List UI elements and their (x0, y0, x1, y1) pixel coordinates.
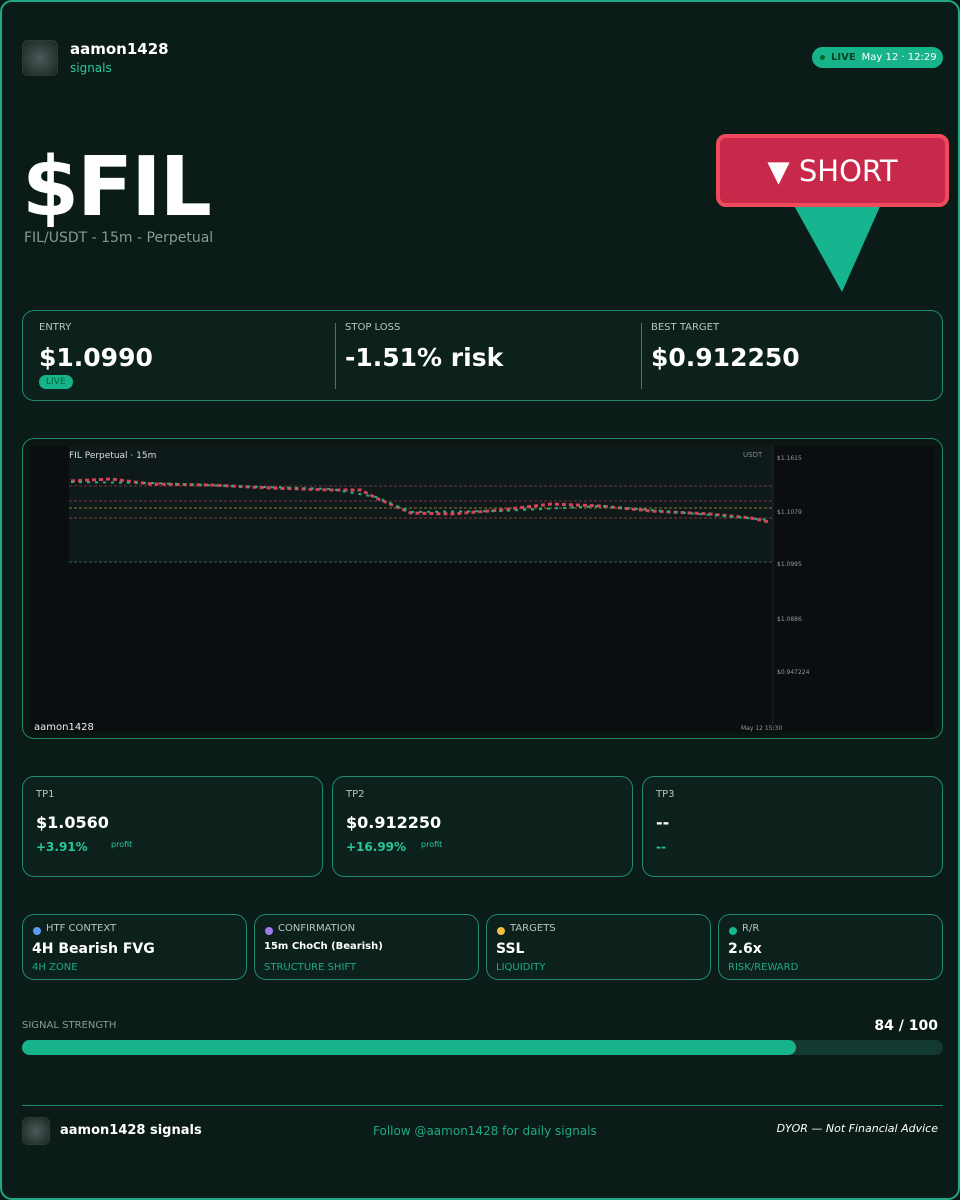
strength-fill (22, 1040, 796, 1055)
context-sub: RISK/REWARD (728, 962, 799, 973)
context-sub: 4H ZONE (32, 962, 78, 973)
context-card: CONFIRMATION 15m ChoCh (Bearish) STRUCTURE… (254, 914, 479, 980)
target-label: TP2 (346, 789, 365, 800)
context-dot (729, 927, 737, 935)
context-card: R/R 2.6x RISK/REWARD (718, 914, 943, 980)
context-value: 4H Bearish FVG (32, 941, 155, 957)
target-label: TP1 (36, 789, 55, 800)
stats-panel: ENTRY $1.0990 LIVE STOP LOSS -1.51% risk BEST… (22, 310, 943, 401)
username: aamon1428 (70, 40, 169, 58)
disclaimer: DYOR — Not Financial Advice (776, 1122, 938, 1135)
stat-label: STOP LOSS (345, 322, 401, 333)
context-label: CONFIRMATION (278, 923, 356, 934)
stat-label: ENTRY (39, 322, 72, 333)
target-note: profit (421, 840, 443, 849)
strength-track (22, 1040, 943, 1055)
context-label: HTF CONTEXT (46, 923, 117, 934)
context-value: 15m ChoCh (Bearish) (264, 941, 383, 952)
live-pill: LIVE May 12 · 12:29 (812, 47, 943, 68)
stat-value: $1.0990 (39, 343, 153, 372)
target-price: $1.0560 (36, 813, 109, 832)
target-change: +16.99% (346, 840, 407, 854)
target-change: +3.91% (36, 840, 88, 854)
context-value: 2.6x (728, 941, 762, 957)
price-label: $1.1079 (777, 509, 802, 516)
context-card: HTF CONTEXT 4H Bearish FVG 4H ZONE (22, 914, 247, 980)
chart-currency: USDT (743, 451, 763, 459)
stat-divider (641, 323, 642, 389)
strength-label: SIGNAL STRENGTH (22, 1020, 117, 1031)
pair: FIL/USDT - 15m - Perpetual (24, 230, 214, 246)
strength-score: 84 / 100 (874, 1018, 938, 1034)
price-label: $0.947224 (777, 669, 810, 676)
footer-cta[interactable]: Follow @aamon1428 for daily signals (373, 1124, 597, 1138)
context-value: SSL (496, 941, 525, 957)
subtitle: signals (70, 61, 112, 75)
target-change: -- (656, 840, 666, 854)
live-text: LIVE (831, 52, 856, 63)
price-label: $1.1615 (777, 455, 802, 462)
divider (22, 1105, 943, 1106)
target-price: -- (656, 813, 670, 832)
price-label: $1.0995 (777, 561, 802, 568)
timestamp: May 12 · 12:29 (861, 52, 937, 63)
target-card: TP2 $0.912250 +16.99% profit (332, 776, 633, 877)
target-price: $0.912250 (346, 813, 442, 832)
price-label: $1.0886 (777, 616, 802, 623)
context-dot (497, 927, 505, 935)
target-card: TP1 $1.0560 +3.91% profit (22, 776, 323, 877)
target-label: TP3 (656, 789, 675, 800)
context-label: R/R (742, 923, 760, 934)
stat-badge: LIVE (39, 375, 73, 389)
context-label: TARGETS (510, 923, 556, 934)
context-card: TARGETS SSL LIQUIDITY (486, 914, 711, 980)
context-sub: LIQUIDITY (496, 962, 546, 973)
target-card: TP3 -- -- (642, 776, 943, 877)
chart-screenshot: FIL Perpetual · 15m USDT $1.1615 $1.1079… (31, 446, 935, 732)
ticker: $FIL (22, 140, 212, 235)
footer-brand: aamon1428 signals (60, 1123, 202, 1138)
chart-watermark: aamon1428 (34, 722, 94, 732)
context-sub: STRUCTURE SHIFT (264, 962, 357, 973)
stat-value: -1.51% risk (345, 343, 504, 372)
stat-divider (335, 323, 336, 389)
chart-title: FIL Perpetual · 15m (69, 451, 156, 461)
direction-button[interactable]: ▼ SHORT (716, 134, 949, 207)
chart-date: May 12 15:30 (741, 725, 782, 732)
avatar (22, 40, 58, 76)
context-dot (33, 927, 41, 935)
pointer-triangle (792, 202, 882, 292)
target-note: profit (111, 840, 133, 849)
stat-value: $0.912250 (651, 343, 800, 372)
chart-panel: FIL Perpetual · 15m USDT $1.1615 $1.1079… (22, 438, 943, 739)
stat-label: BEST TARGET (651, 322, 720, 333)
context-dot (265, 927, 273, 935)
footer-avatar (22, 1117, 50, 1145)
